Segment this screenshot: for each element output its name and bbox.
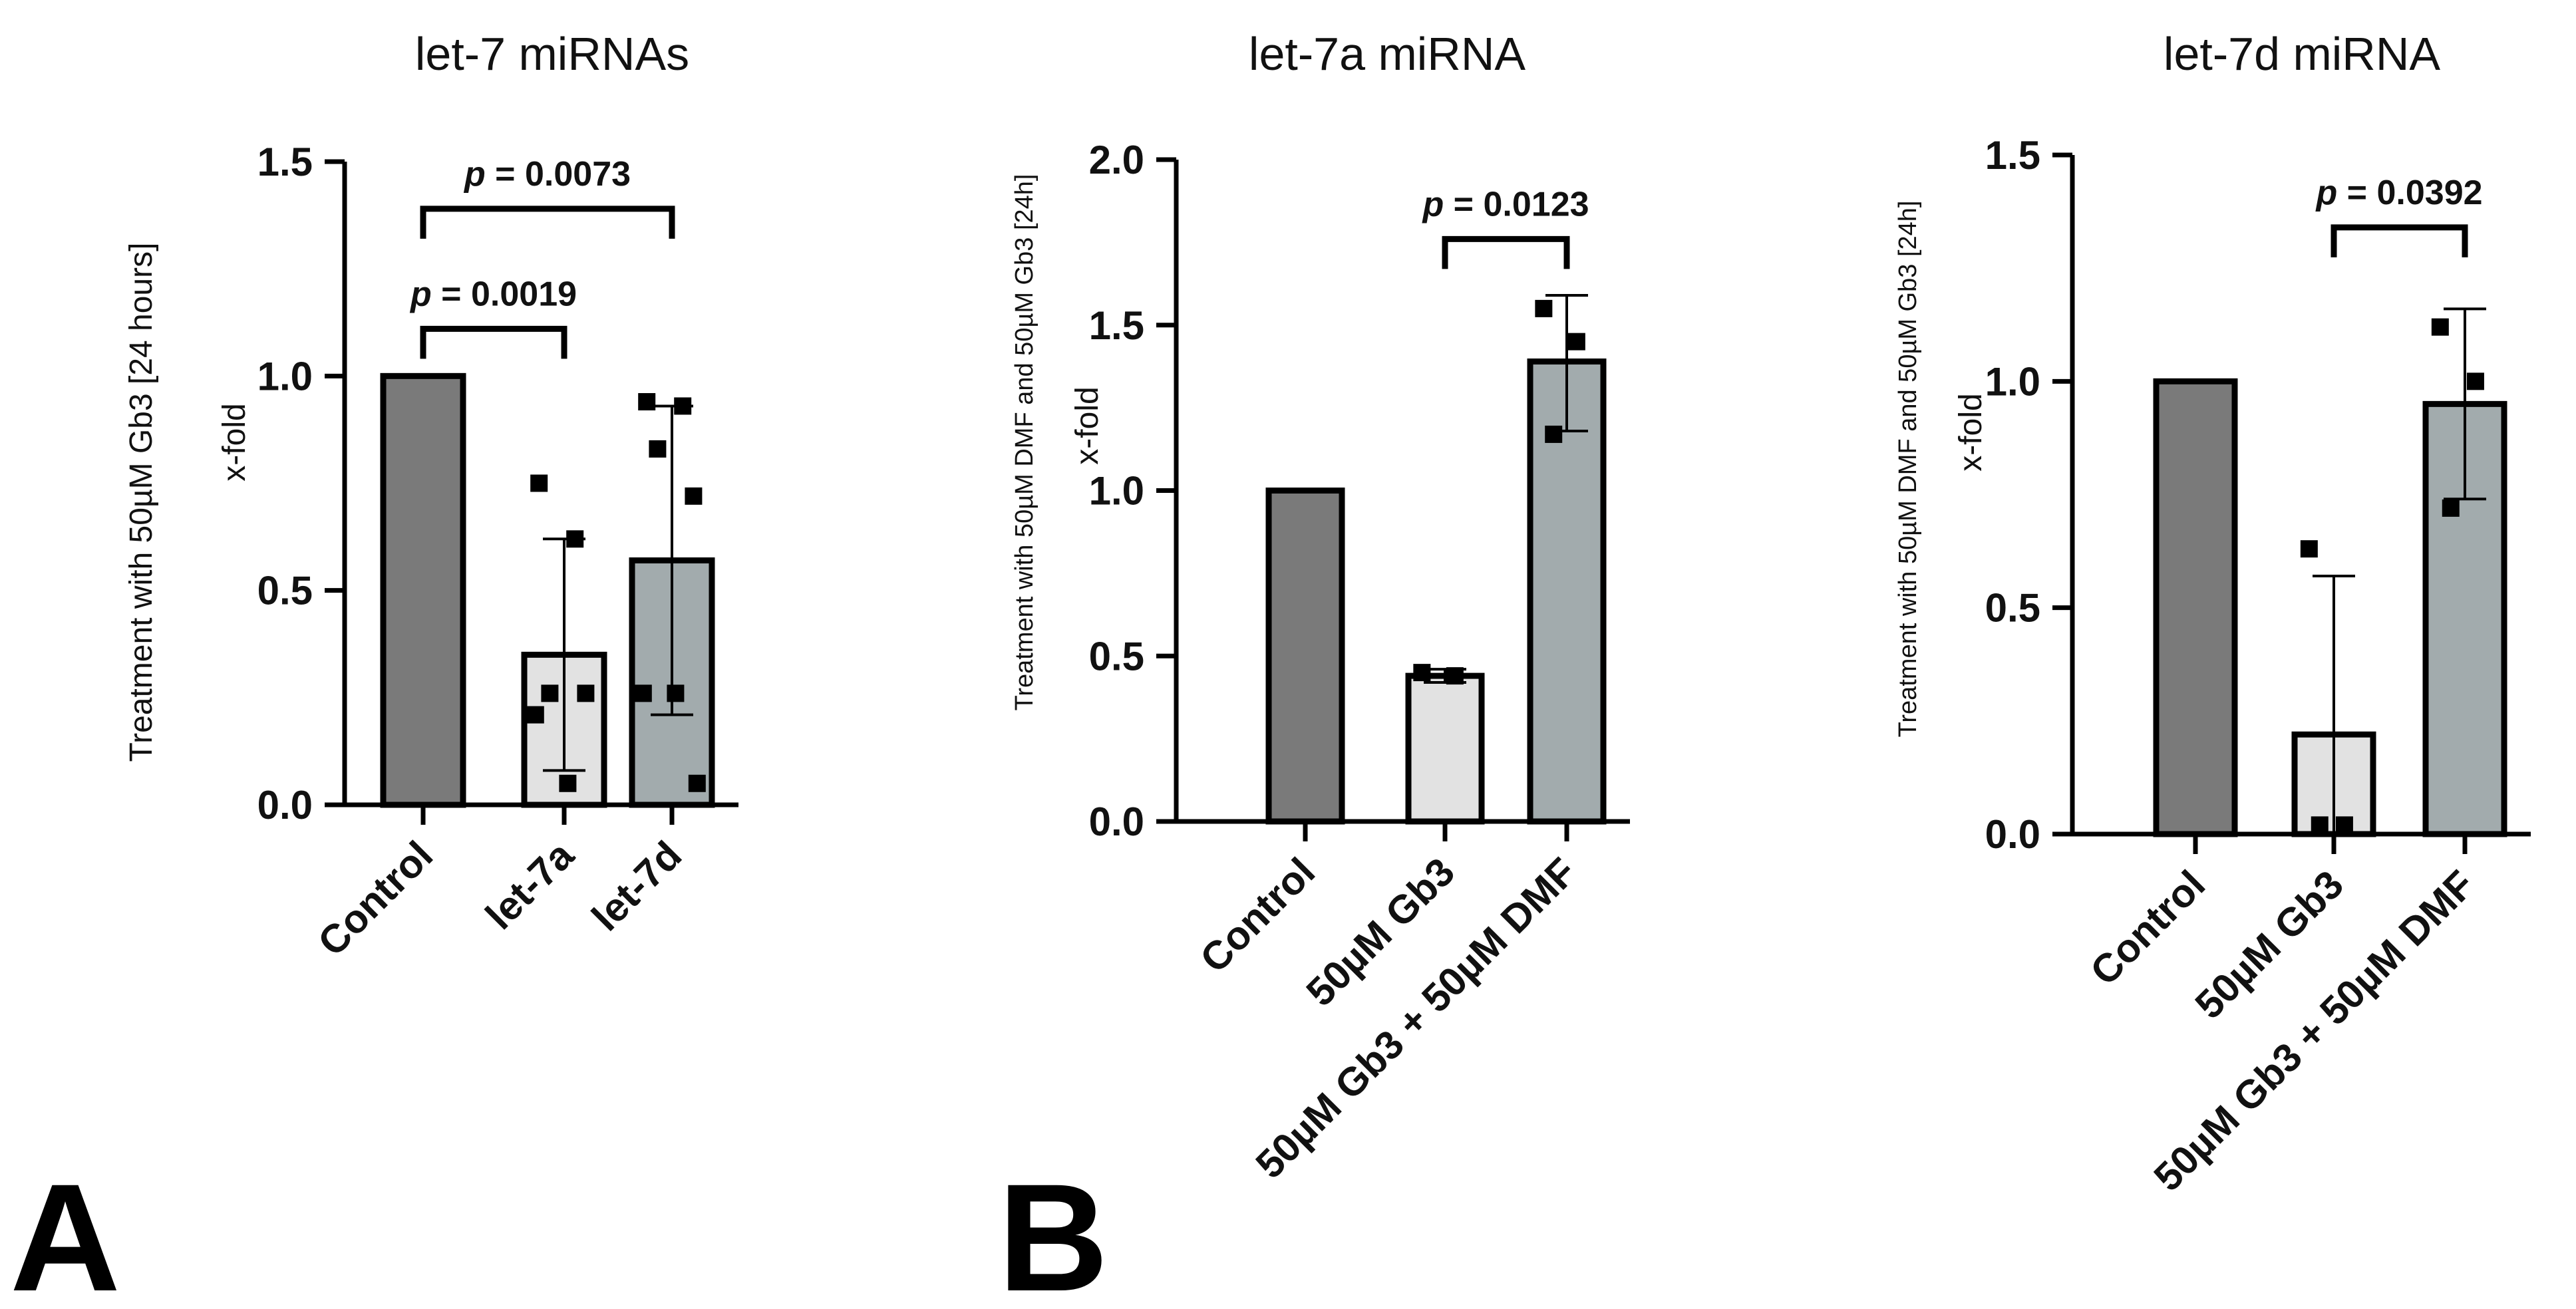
bar-control [380,372,466,808]
plot-area: 0.0 0.5 1.0 1.5 Control let-7a let-7d p = 0.001… [257,140,738,964]
bar-treatment-2 [1527,358,1607,825]
data-point [1567,333,1585,351]
significance-bracket [2331,224,2468,257]
y-tick-label: 1.5 [257,140,313,184]
p-value-label: p = 0.0123 [1421,185,1589,223]
data-point [2311,816,2329,834]
data-point [667,684,685,702]
y-tick-label: 1.5 [1985,133,2040,178]
chart-title: let-7d miRNA [2164,28,2441,80]
data-point [685,487,703,505]
significance-bracket [1442,235,1570,269]
data-point [1535,299,1553,317]
data-point [634,684,652,702]
data-point [541,684,559,702]
p-value-label: p = 0.0392 [2315,174,2482,212]
x-tick-label: Control [309,833,441,964]
y-tick-label: 2.0 [1089,138,1144,182]
chart-let-7d-mirna: let-7d miRNA x-fold Treatment with 50µM … [1894,28,2531,1199]
data-point [530,474,548,492]
y-tick-label: 0.0 [1089,800,1144,844]
y-tick-label: 0.0 [1985,812,2040,857]
bar-treatment-1 [1405,672,1485,825]
y-tick-label: 1.0 [257,354,313,398]
x-tick-label: Control [1192,849,1323,981]
y-axis-label-line2: Treatment with 50µM Gb3 [24 hours] [124,243,159,762]
chart-let-7-mirnas: let-7 miRNAs x-fold Treatment with 50µM … [124,28,738,964]
data-point [1446,667,1464,685]
y-tick-label: 0.5 [257,569,313,613]
bar-control [1265,488,1345,825]
significance-bracket [420,325,567,359]
x-tick-label: let-7a [477,832,583,938]
y-tick-label: 0.5 [1089,634,1144,678]
y-tick-label: 1.5 [1089,303,1144,348]
data-point [2431,318,2449,336]
chart-title: let-7a miRNA [1249,28,1526,80]
panel-label-a: A [10,1152,120,1309]
x-tick-label: Control [2082,862,2213,994]
y-axis-label-line1: x-fold [1070,386,1105,464]
data-point [526,706,544,724]
data-point [566,530,584,548]
y-axis-label-line1: x-fold [217,403,252,481]
data-point [674,397,692,415]
significance-bracket [420,206,675,239]
data-point [1545,425,1563,443]
y-axis-label-line2: Treatment with 50µM DMF and 50µM Gb3 [24… [1894,201,1922,738]
data-point [577,684,595,702]
p-value-label: p = 0.0019 [409,275,577,313]
data-point [2300,540,2318,558]
data-point [2442,499,2460,517]
y-axis-label-line1: x-fold [1953,393,1989,471]
chart-title: let-7 miRNAs [415,28,689,80]
chart-let-7a-mirna: let-7a miRNA x-fold Treatment with 50µM … [1011,28,1630,1187]
y-tick-label: 0.0 [257,783,313,827]
x-tick-label: let-7d [583,833,691,940]
data-point [2466,372,2484,390]
bar-control [2153,378,2238,837]
y-tick-label: 1.0 [1089,469,1144,513]
data-point [1413,664,1431,682]
panel-label-b: B [998,1152,1108,1309]
data-point [638,393,656,411]
data-point [649,440,667,458]
y-tick-label: 1.0 [1985,359,2040,404]
data-point [2335,816,2353,834]
p-value-label: p = 0.0073 [463,155,631,194]
data-point [688,774,706,792]
data-point [559,774,577,792]
y-tick-label: 0.5 [1985,586,2040,631]
y-axis-label-line2: Treatment with 50µM DMF and 50µM Gb3 [24… [1011,174,1039,711]
